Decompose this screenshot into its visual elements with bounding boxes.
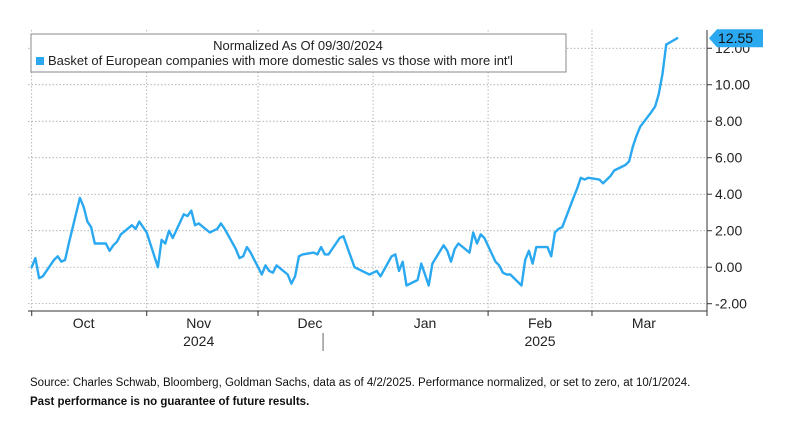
source-note: Source: Charles Schwab, Bloomberg, Goldm…: [30, 377, 691, 389]
legend-box: [30, 33, 567, 73]
series-group: [30, 37, 679, 287]
x-axis-ticks: Oct Nov Dec Jan Feb Mar 2024 2025: [31, 311, 708, 351]
x-year-label: 2025: [524, 333, 555, 349]
last-value-tag: 12.55: [709, 29, 763, 48]
legend-entry: Basket of European companies with more d…: [48, 53, 513, 68]
series-line: [30, 37, 679, 287]
x-tick-label: Mar: [632, 315, 656, 331]
x-tick-label: Jan: [414, 315, 437, 331]
y-tick-label: 10.00: [715, 77, 750, 93]
line-chart: Oct Nov Dec Jan Feb Mar 2024 2025 -2.00 0.00 2.00…: [28, 29, 763, 351]
plot-area: [28, 30, 707, 311]
gridlines: [28, 30, 707, 311]
x-tick-label: Nov: [186, 315, 211, 331]
last-value-tag-shape: [709, 29, 763, 48]
x-tick-label: Feb: [528, 315, 552, 331]
legend: Normalized As Of 09/30/2024 Basket of Eu…: [30, 33, 567, 73]
last-value-label: 12.55: [718, 30, 753, 46]
y-tick-label: 4.00: [715, 186, 742, 202]
legend-swatch: [36, 57, 44, 65]
x-tick-label: Dec: [298, 315, 323, 331]
x-tick-label: Oct: [73, 315, 95, 331]
y-tick-label: 8.00: [715, 113, 742, 129]
y-tick-label: 0.00: [715, 259, 742, 275]
x-year-label: 2024: [183, 333, 214, 349]
disclaimer: Past performance is no guarantee of futu…: [30, 396, 310, 408]
y-tick-label: 2.00: [715, 223, 742, 239]
chart-title: Normalized As Of 09/30/2024: [213, 38, 383, 53]
y-tick-label: -2.00: [715, 296, 747, 312]
y-tick-label: 6.00: [715, 150, 742, 166]
